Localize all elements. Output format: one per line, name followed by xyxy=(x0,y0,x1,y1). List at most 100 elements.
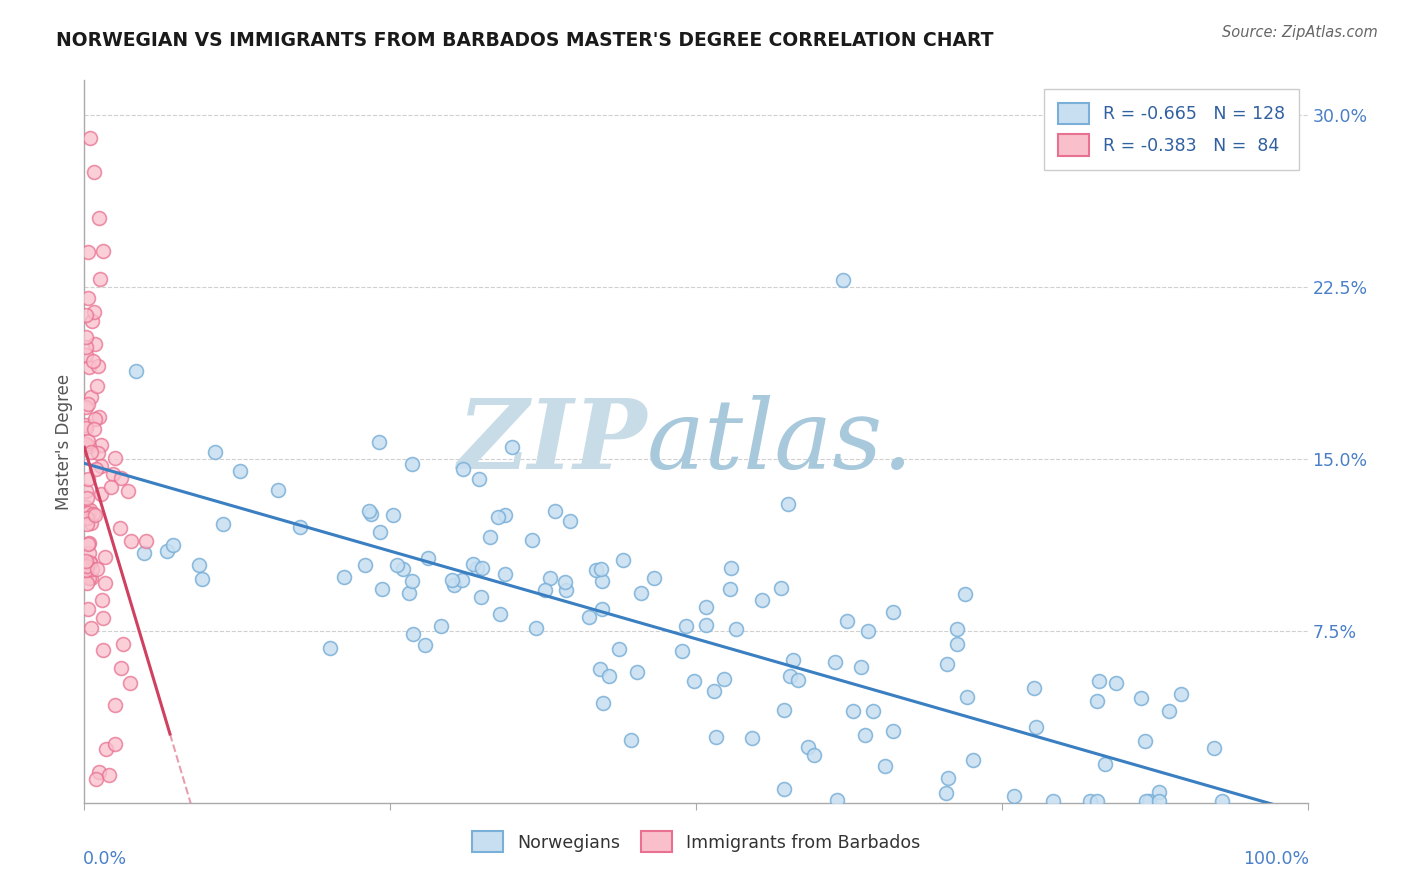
Point xyxy=(75,500,97,514)
Point xyxy=(725,622,748,636)
Point xyxy=(84,772,107,786)
Point xyxy=(936,771,959,785)
Point xyxy=(741,731,763,746)
Point xyxy=(769,581,792,595)
Point xyxy=(162,538,184,552)
Point xyxy=(79,390,101,404)
Point xyxy=(110,471,132,485)
Point xyxy=(578,610,600,624)
Point xyxy=(713,672,735,686)
Point xyxy=(97,768,120,782)
Point xyxy=(79,503,101,517)
Point xyxy=(486,509,509,524)
Point xyxy=(86,359,108,374)
Point xyxy=(451,573,474,587)
Point xyxy=(592,696,614,710)
Point xyxy=(533,583,555,598)
Point xyxy=(82,507,104,521)
Point xyxy=(83,165,105,179)
Point xyxy=(75,437,97,451)
Point xyxy=(882,605,904,619)
Point xyxy=(695,618,717,632)
Point xyxy=(824,655,846,669)
Point xyxy=(1087,694,1109,708)
Point xyxy=(77,434,100,449)
Point xyxy=(87,211,110,225)
Point xyxy=(630,585,652,599)
Point xyxy=(779,669,801,683)
Point xyxy=(1147,785,1170,799)
Point xyxy=(718,582,741,596)
Point xyxy=(76,576,98,591)
Point xyxy=(786,673,808,687)
Point xyxy=(946,637,969,651)
Point xyxy=(75,308,97,322)
Point xyxy=(204,444,226,458)
Point xyxy=(488,607,510,621)
Point xyxy=(955,690,977,704)
Point xyxy=(83,508,105,522)
Point xyxy=(77,397,100,411)
Point xyxy=(849,660,872,674)
Point xyxy=(94,742,117,756)
Point xyxy=(391,562,413,576)
Point xyxy=(77,472,100,486)
Point xyxy=(935,657,957,672)
Point xyxy=(643,571,665,585)
Point xyxy=(75,553,97,567)
Point xyxy=(82,354,104,368)
Text: 0.0%: 0.0% xyxy=(83,850,128,868)
Point xyxy=(882,724,904,739)
Text: 100.0%: 100.0% xyxy=(1243,850,1309,868)
Point xyxy=(873,758,896,772)
Point xyxy=(1157,704,1180,718)
Point xyxy=(835,615,858,629)
Point xyxy=(398,586,420,600)
Point xyxy=(80,314,103,328)
Point xyxy=(773,781,796,796)
Point xyxy=(75,561,97,575)
Point xyxy=(370,524,392,539)
Point xyxy=(1094,756,1116,771)
Point xyxy=(502,440,524,454)
Legend: Norwegians, Immigrants from Barbados: Norwegians, Immigrants from Barbados xyxy=(458,817,934,866)
Point xyxy=(609,641,631,656)
Point xyxy=(76,517,98,532)
Point xyxy=(360,507,382,521)
Point xyxy=(94,575,117,590)
Point xyxy=(443,578,465,592)
Point xyxy=(671,644,693,658)
Point xyxy=(751,593,773,607)
Point xyxy=(77,506,100,520)
Point xyxy=(401,574,423,589)
Point xyxy=(683,673,706,688)
Point xyxy=(319,641,342,656)
Point xyxy=(75,564,97,578)
Point xyxy=(368,434,391,449)
Point xyxy=(1211,793,1233,807)
Point xyxy=(470,590,492,604)
Point xyxy=(80,621,103,635)
Point xyxy=(211,516,233,531)
Point xyxy=(1170,687,1192,701)
Point xyxy=(589,662,612,676)
Point xyxy=(77,571,100,585)
Point xyxy=(371,582,394,596)
Point xyxy=(461,557,484,571)
Point xyxy=(89,272,111,286)
Point xyxy=(191,573,214,587)
Point xyxy=(1133,733,1156,747)
Point xyxy=(77,291,100,305)
Point xyxy=(77,602,100,616)
Point xyxy=(856,624,879,638)
Point xyxy=(111,637,134,651)
Point xyxy=(77,537,100,551)
Point xyxy=(117,483,139,498)
Point xyxy=(75,340,97,354)
Point xyxy=(104,450,127,465)
Point xyxy=(1130,690,1153,705)
Point xyxy=(619,733,641,747)
Point xyxy=(471,561,494,575)
Point xyxy=(87,765,110,780)
Point xyxy=(120,533,142,548)
